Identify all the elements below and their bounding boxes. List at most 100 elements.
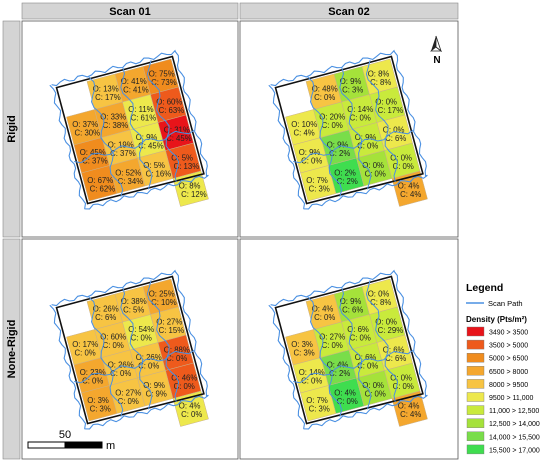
legend-class-label: 8000 > 9500 bbox=[489, 382, 528, 389]
scale-bar-unit: m bbox=[106, 440, 115, 452]
cell-label-c: C: 0% bbox=[322, 121, 343, 130]
legend-classes: 3490 > 3500 3500 > 5000 5000 > 6500 6500 > … bbox=[466, 326, 540, 455]
legend-swatch bbox=[466, 353, 485, 363]
cell-label-o: O: 54% bbox=[128, 325, 154, 334]
cell-label-c: C: 0% bbox=[365, 170, 386, 179]
legend-class-label: 9500 > 11,000 bbox=[489, 395, 534, 402]
legend-title: Legend bbox=[466, 282, 503, 294]
scan-path-segment bbox=[74, 349, 195, 384]
cell-label-o: O: 4% bbox=[179, 401, 201, 410]
cell-label-o: O: 23% bbox=[80, 368, 106, 377]
scan-path-segment bbox=[146, 60, 180, 182]
cell-label-c: C: 0% bbox=[174, 382, 195, 391]
cell-label-o: O: 38% bbox=[121, 297, 147, 306]
legend-swatch bbox=[466, 326, 485, 337]
cell-label-c: C: 2% bbox=[337, 177, 358, 186]
cell-label-o: O: 5% bbox=[171, 153, 193, 162]
legend-class-label: 3500 > 5000 bbox=[489, 343, 528, 350]
scan-path-segment bbox=[146, 280, 180, 402]
scan-path bbox=[49, 269, 209, 430]
legend-class-label: 3490 > 3500 bbox=[489, 330, 528, 337]
cell-label-c: C: 0% bbox=[337, 397, 358, 406]
cell-label-o: O: 0% bbox=[383, 125, 405, 134]
cell-label-o: O: 0% bbox=[368, 289, 390, 298]
site-boundary bbox=[274, 55, 424, 205]
legend-swatch bbox=[466, 444, 485, 455]
cell-label-c: C: 0% bbox=[365, 390, 386, 399]
grid-cells: O: 4%C: 0%O: 9%C: 6%O: 0%C: 8%O: 3%C: 3%… bbox=[285, 278, 428, 427]
cell-label-c: C: 37% bbox=[110, 149, 136, 158]
site-boundary bbox=[55, 55, 205, 205]
map-nonrigid-scan02: O: 4%C: 0%O: 9%C: 6%O: 0%C: 8%O: 3%C: 3%… bbox=[268, 269, 428, 430]
cell-label-c: C: 29% bbox=[378, 326, 404, 335]
cell-label-c: C: 3% bbox=[90, 405, 111, 414]
cell-label-o: O: 14% bbox=[347, 105, 373, 114]
cell-label-o: O: 27% bbox=[156, 317, 182, 326]
cell-label-o: O: 33% bbox=[100, 112, 126, 121]
legend-class-label: 12,500 > 14,000 bbox=[489, 421, 540, 428]
scan-path-segment bbox=[120, 67, 153, 190]
scan-path bbox=[268, 269, 428, 430]
cell-label-o: O: 9% bbox=[299, 148, 321, 157]
cell-label-c: C: 17% bbox=[378, 106, 404, 115]
scan-path-segment bbox=[120, 287, 153, 410]
map-rigid-scan02: O: 48%C: 0%O: 9%C: 3%O: 8%C: 8%O: 10%C: … bbox=[268, 49, 428, 210]
cell-label-c: C: 61% bbox=[131, 114, 157, 123]
column-header-bar-1 bbox=[21, 2, 239, 20]
cell-label-o: O: 27% bbox=[115, 388, 141, 397]
cell-label-c: C: 45% bbox=[138, 142, 164, 151]
legend-scan-path-label: Scan Path bbox=[488, 299, 523, 308]
cell-label-o: O: 88% bbox=[164, 345, 190, 354]
cell-label-c: C: 3% bbox=[294, 349, 315, 358]
cell-label-o: O: 0% bbox=[362, 161, 384, 170]
cell-label-c: C: 0% bbox=[103, 341, 124, 350]
cell-label-o: O: 2% bbox=[334, 168, 356, 177]
legend-swatch bbox=[466, 366, 485, 376]
cell-label-o: O: 10% bbox=[291, 120, 317, 129]
scan-path bbox=[49, 49, 209, 210]
cell-label-c: C: 0% bbox=[75, 349, 96, 358]
scan-path-outer bbox=[49, 49, 209, 210]
legend-swatch bbox=[466, 339, 485, 350]
scan-path-outer bbox=[268, 49, 428, 210]
scan-path-segment bbox=[307, 296, 343, 417]
site-boundary bbox=[55, 275, 205, 425]
cell-label-o: O: 7% bbox=[306, 176, 328, 185]
map-rigid-scan01: O: 13%C: 17%O: 41%C: 41%O: 75%C: 73% O: 3… bbox=[49, 49, 209, 210]
cell-label-c: C: 5% bbox=[123, 306, 144, 315]
cell-label-c: C: 0% bbox=[357, 142, 378, 151]
cell-label-c: C: 12% bbox=[181, 190, 207, 199]
cell-label-c: C: 62% bbox=[90, 185, 116, 194]
cell-label-o: O: 4% bbox=[312, 304, 334, 313]
cell-label-o: O: 37% bbox=[72, 120, 98, 129]
cell-label-c: C: 9% bbox=[146, 390, 167, 399]
scale-bar bbox=[27, 441, 103, 449]
cell-label-c: C: 73% bbox=[151, 78, 177, 87]
scan-path-segment bbox=[339, 67, 372, 190]
scale-bar-black-segment bbox=[64, 441, 103, 449]
cell-label-c: C: 41% bbox=[123, 86, 149, 95]
cell-label-o: O: 3% bbox=[87, 396, 109, 405]
cell-label-c: C: 6% bbox=[342, 306, 363, 315]
cell-label-o: O: 25% bbox=[149, 289, 175, 298]
legend-class-label: 5000 > 6500 bbox=[489, 356, 528, 363]
scan-path-outer bbox=[268, 269, 428, 430]
cell-label-c: C: 0% bbox=[166, 354, 187, 363]
cell-label-c: C: 0% bbox=[118, 397, 139, 406]
site-boundary bbox=[274, 275, 424, 425]
cell-label-o: O: 60% bbox=[100, 332, 126, 341]
cell-label-c: C: 10% bbox=[151, 298, 177, 307]
legend-swatch bbox=[466, 379, 485, 389]
scan-path-segment bbox=[88, 296, 124, 417]
cell-label-o: O: 17% bbox=[72, 340, 98, 349]
cell-label-o: O: 13% bbox=[93, 84, 119, 93]
cell-label-o: O: 41% bbox=[121, 77, 147, 86]
cell-label-o: O: 26% bbox=[108, 360, 134, 369]
legend-class-label: 11,000 > 12,500 bbox=[489, 408, 539, 415]
cell-label-o: O: 7% bbox=[306, 396, 328, 405]
cell-label-c: C: 0% bbox=[181, 410, 202, 419]
cell-label-o: O: 31% bbox=[164, 125, 190, 134]
cell-label-c: C: 2% bbox=[329, 369, 350, 378]
